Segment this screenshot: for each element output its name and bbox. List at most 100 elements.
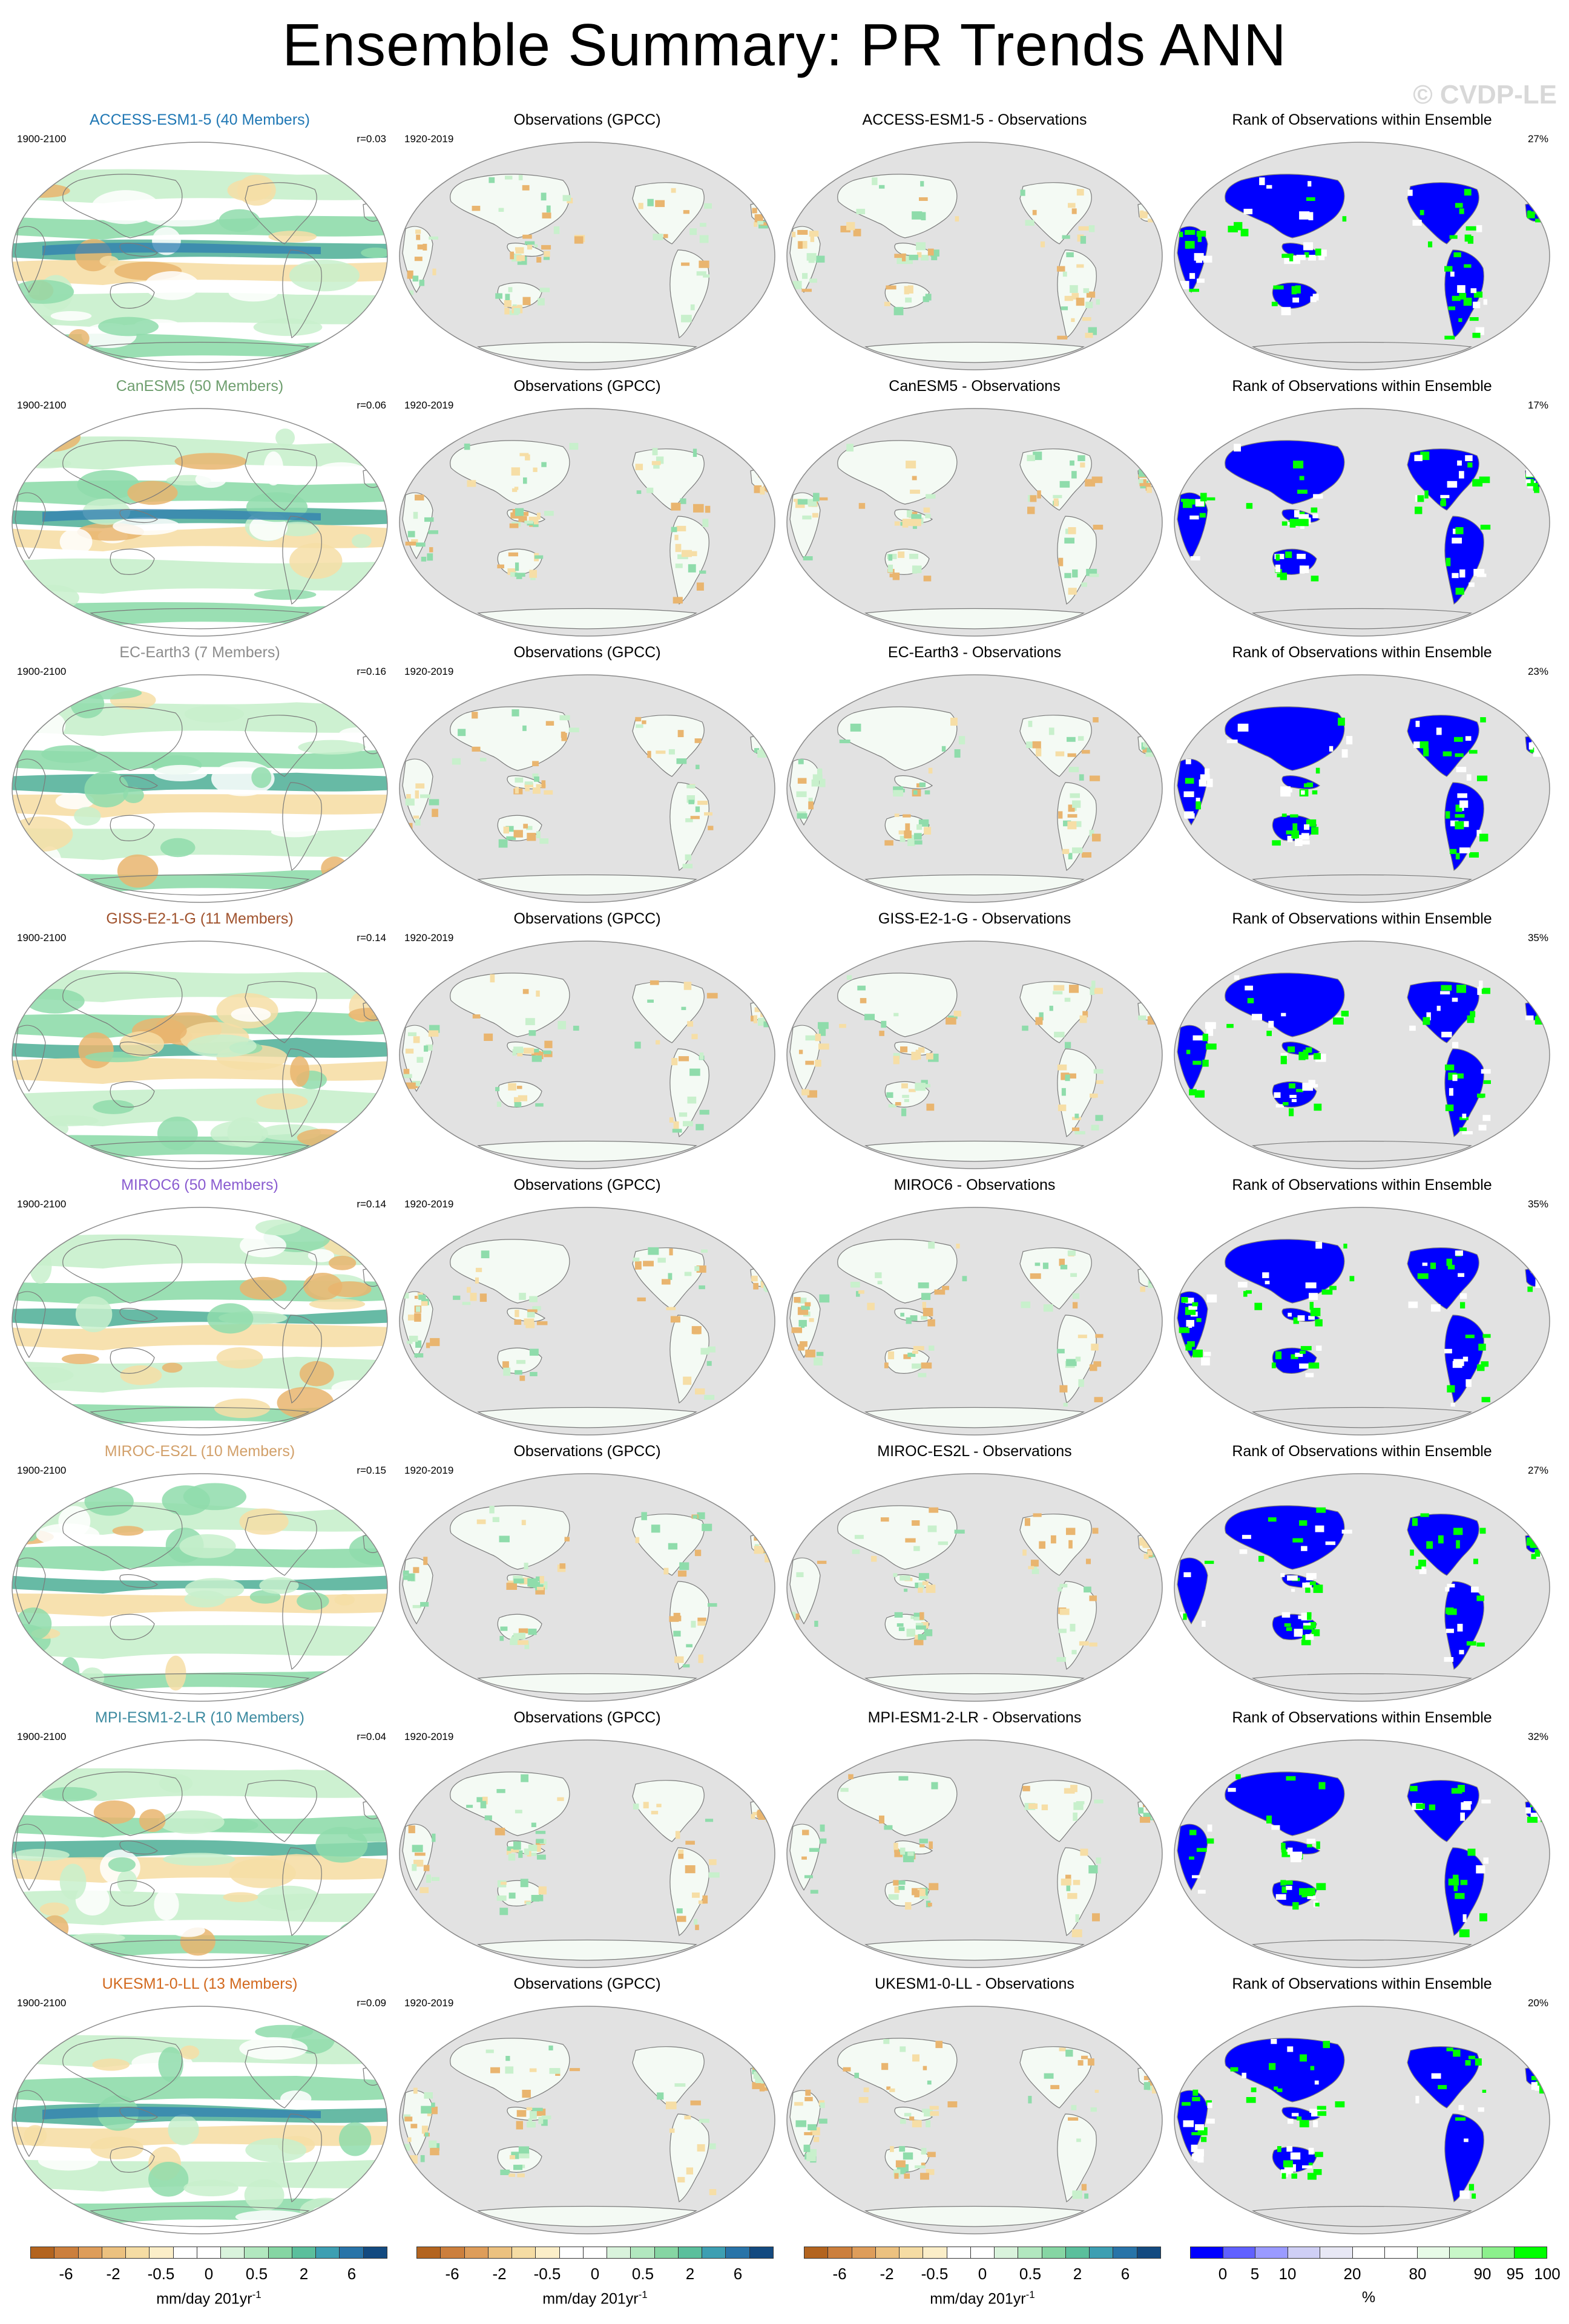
- land-trend-pixel: [929, 1883, 939, 1891]
- land-trend-pixel: [1022, 1785, 1030, 1791]
- colorbar-strip: [1190, 2247, 1547, 2259]
- land-trend-pixel: [1093, 1361, 1102, 1367]
- difference-title: EC-Earth3 - Observations: [887, 644, 1062, 661]
- land-trend-pixel: [1281, 2173, 1286, 2179]
- colorbar-swatch: [31, 2247, 55, 2258]
- land-trend-pixel: [694, 738, 702, 743]
- land-trend-pixel: [1206, 497, 1215, 501]
- trend-field-blob: [255, 1219, 301, 1236]
- model-title: UKESM1-0-LL (13 Members): [102, 1975, 298, 1992]
- land-trend-pixel: [522, 297, 531, 306]
- observations-panel: Observations (GPCC) 1920-2019: [393, 1974, 781, 2240]
- rank-percentage: 17%: [1527, 399, 1548, 411]
- land-outline: [62, 973, 183, 1037]
- land-trend-pixel: [536, 990, 540, 997]
- land-trend-pixel: [500, 1626, 508, 1631]
- land-trend-pixel: [692, 448, 697, 457]
- land-trend-pixel: [508, 1892, 516, 1899]
- land-trend-pixel: [927, 248, 934, 256]
- land-trend-pixel: [1070, 285, 1078, 293]
- land-trend-pixel: [492, 1517, 499, 1523]
- land-trend-pixel: [1313, 1584, 1323, 1594]
- land-trend-pixel: [496, 1895, 507, 1901]
- land-trend-pixel: [677, 1915, 686, 1922]
- land-trend-pixel: [925, 514, 931, 519]
- land-trend-pixel: [1066, 1528, 1076, 1535]
- model-period: 1900-2100: [17, 1997, 67, 2009]
- land-trend-pixel: [907, 1852, 914, 1856]
- land-trend-pixel: [407, 531, 415, 537]
- land-trend-pixel: [1254, 1302, 1262, 1310]
- land-trend-pixel: [1206, 1043, 1217, 1050]
- land-trend-pixel: [490, 974, 495, 983]
- land-trend-pixel: [926, 2120, 931, 2128]
- land-trend-pixel: [1196, 257, 1202, 263]
- land-trend-pixel: [525, 454, 530, 461]
- land-trend-pixel: [751, 1275, 758, 1282]
- land-trend-pixel: [763, 1021, 769, 1028]
- land-trend-pixel: [675, 563, 683, 568]
- land-trend-pixel: [808, 2124, 817, 2131]
- globe-outline: [1174, 1207, 1550, 1436]
- land-trend-pixel: [858, 503, 866, 509]
- land-trend-pixel: [1539, 1809, 1545, 1817]
- land-trend-pixel: [1280, 790, 1291, 797]
- land-trend-pixel: [538, 1886, 547, 1895]
- land-trend-pixel: [1066, 252, 1074, 258]
- land-trend-pixel: [510, 251, 515, 260]
- land-trend-pixel: [1427, 241, 1433, 248]
- land-trend-pixel: [909, 254, 918, 260]
- land-trend-pixel: [905, 823, 910, 831]
- land-trend-pixel: [1303, 1049, 1308, 1054]
- land-trend-pixel: [1197, 1889, 1206, 1894]
- land-trend-pixel: [1329, 1285, 1337, 1290]
- land-trend-pixel: [709, 2189, 717, 2196]
- land-trend-pixel: [522, 989, 529, 994]
- land-trend-pixel: [1094, 1397, 1103, 1402]
- trend-field-blob: [68, 329, 90, 348]
- land-trend-pixel: [1426, 1541, 1433, 1549]
- land-trend-pixel: [518, 1628, 528, 1633]
- colorbars: -6 -2 -0.5 0 0.5 2 6 mm/day 201yr-1 -6 -2 -0.5 0 0.…: [0, 2239, 1569, 2324]
- land-trend-pixel: [1203, 255, 1212, 263]
- trend-field-blob: [163, 1389, 186, 1401]
- land-trend-pixel: [1313, 2168, 1322, 2175]
- trend-field-blob: [157, 1117, 198, 1151]
- land-trend-pixel: [1464, 264, 1472, 268]
- land-trend-pixel: [905, 297, 912, 303]
- land-outline: [1444, 1048, 1484, 1137]
- land-trend-pixel: [1059, 2047, 1066, 2052]
- land-trend-pixel: [1280, 573, 1288, 580]
- land-trend-pixel: [893, 786, 901, 793]
- land-trend-pixel: [475, 1277, 479, 1284]
- colorbar-strip: [30, 2247, 387, 2259]
- land-trend-pixel: [415, 783, 425, 789]
- globe-outline: [12, 1739, 388, 1968]
- land-trend-pixel: [921, 255, 929, 261]
- land-trend-pixel: [655, 200, 665, 208]
- land-trend-pixel: [1534, 2085, 1542, 2091]
- land-trend-pixel: [1147, 2085, 1155, 2091]
- land-trend-pixel: [699, 570, 706, 574]
- land-trend-pixel: [901, 1083, 908, 1089]
- land-trend-pixel: [791, 1327, 803, 1333]
- land-trend-pixel: [794, 1297, 801, 1303]
- land-trend-pixel: [1473, 291, 1483, 298]
- land-trend-pixel: [1042, 1262, 1049, 1269]
- land-outline: [837, 440, 958, 505]
- land-trend-pixel: [1196, 231, 1206, 237]
- land-trend-pixel: [1068, 853, 1073, 859]
- land-outline: [1252, 874, 1472, 896]
- difference-title: ACCESS-ESM1-5 - Observations: [862, 111, 1087, 128]
- land-trend-pixel: [918, 1373, 927, 1377]
- land-trend-pixel: [898, 551, 905, 558]
- land-trend-pixel: [1184, 813, 1195, 819]
- obs-globe-map: [399, 1473, 775, 1702]
- land-trend-pixel: [505, 2066, 514, 2074]
- land-trend-pixel: [1304, 1888, 1313, 1897]
- trend-field-blob: [92, 2058, 130, 2071]
- land-trend-pixel: [1452, 573, 1459, 579]
- land-trend-pixel: [1026, 741, 1033, 749]
- land-trend-pixel: [1543, 487, 1550, 491]
- colorbar-swatch: [150, 2247, 174, 2258]
